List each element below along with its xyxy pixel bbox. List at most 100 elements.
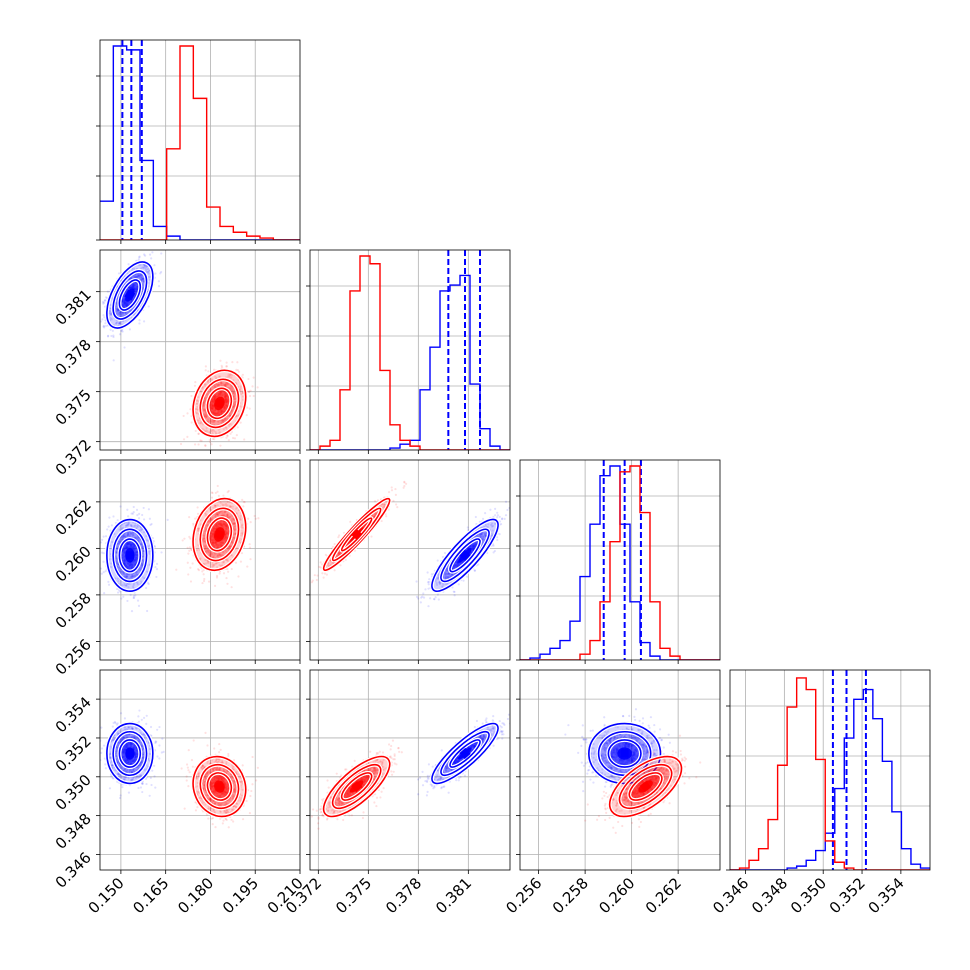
sample-point (124, 304, 128, 307)
sample-point (214, 515, 217, 518)
sample-point (218, 410, 221, 413)
histogram-panel-1 (306, 249, 511, 454)
sample-point (209, 403, 212, 406)
sample-point (212, 506, 215, 509)
sample-point (220, 524, 223, 527)
sample-point (160, 551, 163, 554)
sample-point (126, 524, 129, 527)
sample-point (123, 563, 126, 566)
sample-point (128, 573, 131, 576)
sample-point (224, 407, 227, 410)
sample-point (494, 514, 497, 517)
sample-point (207, 550, 210, 553)
sample-point (225, 384, 228, 387)
sample-point (209, 554, 212, 557)
sample-point (226, 514, 229, 518)
sample-point (196, 402, 199, 405)
sample-point (232, 522, 235, 525)
sample-point (116, 544, 119, 548)
sample-point (136, 573, 139, 577)
histogram-line-red (100, 45, 300, 240)
sample-point (126, 303, 129, 306)
sample-point (116, 562, 119, 565)
sample-point (119, 590, 122, 593)
sample-point (222, 410, 225, 413)
sample-point (214, 395, 217, 398)
sample-point (130, 532, 133, 535)
sample-point (208, 551, 211, 554)
sample-point (213, 397, 216, 401)
sample-point (436, 559, 439, 562)
sample-point (126, 522, 129, 526)
sample-point (130, 512, 133, 515)
sample-point (219, 544, 222, 547)
sample-point (132, 547, 135, 550)
sample-point (213, 526, 216, 529)
sample-point (234, 527, 237, 530)
sample-point (125, 565, 128, 568)
sample-point (224, 400, 227, 403)
sample-point (225, 524, 228, 527)
sample-point (142, 320, 146, 323)
sample-point (234, 561, 238, 564)
sample-point (212, 396, 215, 399)
sample-point (220, 413, 223, 416)
sample-point (222, 410, 226, 413)
sample-point (132, 533, 135, 537)
panel-frame (309, 249, 511, 451)
sample-point (444, 575, 448, 578)
sample-point (211, 406, 214, 410)
sample-point (215, 574, 219, 577)
sample-point (133, 545, 136, 548)
sample-point (126, 546, 129, 549)
sample-point (500, 518, 504, 521)
sample-point (104, 299, 107, 302)
sample-point (135, 274, 139, 278)
sample-point (206, 547, 209, 550)
sample-point (201, 581, 204, 585)
sample-point (138, 539, 141, 542)
sample-point (190, 421, 193, 424)
sample-point (123, 559, 126, 562)
sample-point (140, 528, 143, 531)
sample-point (134, 552, 138, 555)
sample-point (119, 311, 122, 314)
sample-point (126, 508, 129, 511)
sample-point (239, 514, 242, 517)
sample-point (204, 413, 207, 416)
sample-point (214, 430, 217, 434)
sample-point (226, 514, 229, 517)
sample-point (205, 415, 208, 418)
sample-point (116, 313, 119, 316)
sample-point (223, 523, 226, 526)
sample-point (148, 552, 151, 555)
sample-point (223, 394, 227, 397)
sample-point (134, 524, 137, 527)
sample-point (231, 541, 234, 545)
sample-point (222, 407, 225, 410)
sample-point (491, 529, 494, 532)
sample-point (133, 286, 137, 289)
sample-point (109, 328, 112, 331)
sample-point (125, 584, 128, 588)
sample-point (125, 543, 129, 547)
sample-point (219, 409, 222, 412)
sample-point (131, 561, 134, 564)
sample-point (232, 537, 235, 540)
sample-point (118, 540, 121, 543)
sample-point (219, 522, 222, 525)
sample-point (210, 532, 213, 535)
sample-point (104, 570, 107, 573)
sample-point (123, 559, 126, 562)
sample-point (214, 542, 217, 545)
sample-point (487, 523, 490, 526)
sample-point (107, 583, 111, 586)
sample-point (196, 405, 199, 409)
sample-point (136, 583, 139, 586)
sample-point (453, 564, 456, 567)
sample-point (211, 406, 215, 409)
sample-point (233, 521, 236, 525)
sample-point (131, 545, 134, 549)
sample-point (242, 500, 245, 503)
sample-point (116, 309, 120, 313)
